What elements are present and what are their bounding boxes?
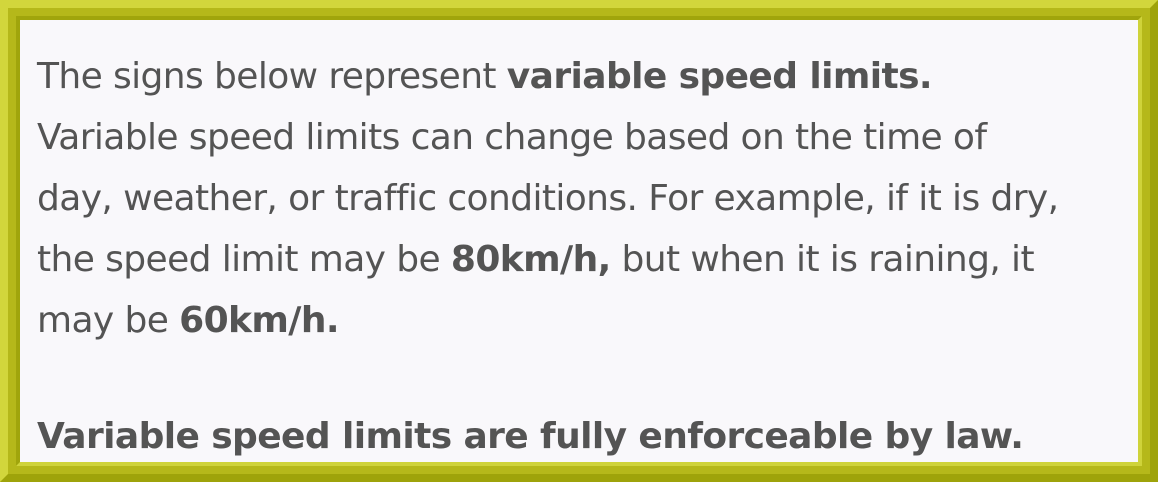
paragraph-variable-limits: The signs below represent variable speed… xyxy=(37,46,1127,351)
definition-line: Variable speed limits can change based o… xyxy=(37,117,987,158)
example-line: day, weather, or traffic conditions. For… xyxy=(37,178,1059,219)
paragraph-enforcement: Variable speed limits are fully enforcea… xyxy=(37,406,1127,467)
enforcement-statement: Variable speed limits are fully enforcea… xyxy=(37,416,1024,457)
term-variable-speed-limits: variable speed limits. xyxy=(506,56,933,97)
rain-speed-value: 60km/h. xyxy=(179,300,339,341)
intro-text: The signs below represent xyxy=(37,56,507,97)
dry-speed-value: 80km/h, xyxy=(450,239,611,280)
dry-speed-prefix: the speed limit may be xyxy=(37,239,451,280)
notice-text: The signs below represent variable speed… xyxy=(37,46,1127,467)
notice-panel: The signs below represent variable speed… xyxy=(16,16,1142,466)
paragraph-gap xyxy=(37,351,1127,406)
rain-speed-prefix: may be xyxy=(37,300,180,341)
rain-condition-text: but when it is raining, it xyxy=(610,239,1035,280)
